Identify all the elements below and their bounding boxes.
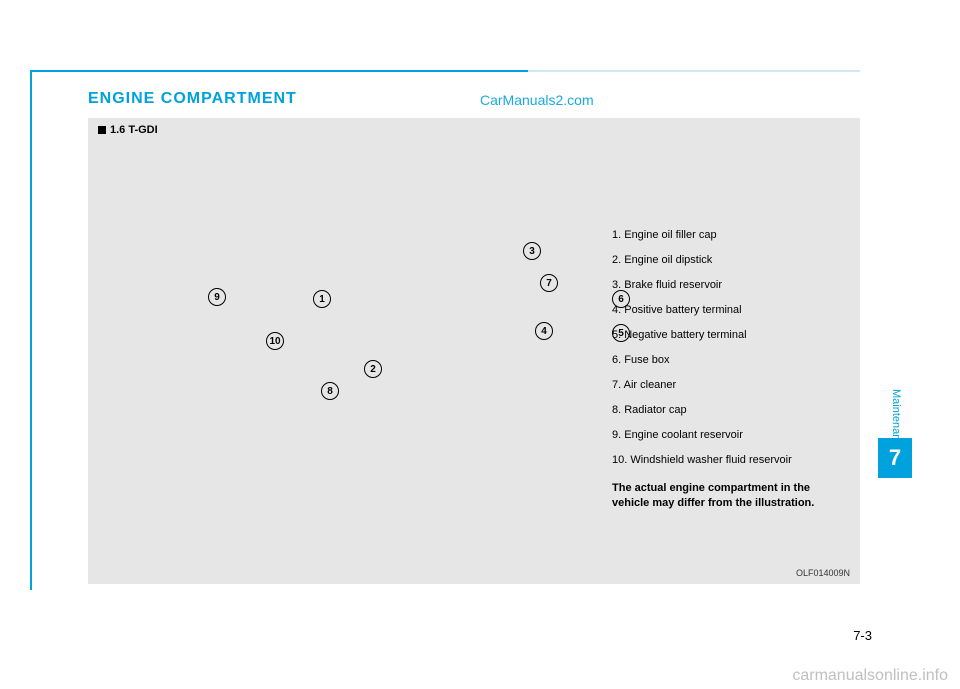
callout-marker: 7 bbox=[540, 274, 558, 292]
callout-marker: 10 bbox=[266, 332, 284, 350]
callout-marker: 8 bbox=[321, 382, 339, 400]
engine-variant-text: 1.6 T-GDI bbox=[110, 124, 158, 136]
page-number: 7-3 bbox=[853, 628, 872, 643]
legend-item: 2. Engine oil dipstick bbox=[612, 249, 842, 271]
callout-marker: 9 bbox=[208, 288, 226, 306]
legend-item: 3. Brake fluid reservoir bbox=[612, 274, 842, 296]
section-title: ENGINE COMPARTMENT bbox=[88, 90, 297, 108]
engine-variant-label: 1.6 T-GDI bbox=[98, 124, 158, 136]
legend-item: 5. Negative battery terminal bbox=[612, 324, 842, 346]
left-rule bbox=[30, 70, 32, 590]
header-rule bbox=[30, 70, 860, 72]
legend-note: The actual engine compartment in the veh… bbox=[612, 481, 842, 512]
legend-item: 4. Positive battery terminal bbox=[612, 299, 842, 321]
legend: 1. Engine oil filler cap 2. Engine oil d… bbox=[612, 224, 842, 515]
engine-figure: 1.6 T-GDI 12345678910 1. Engine oil fill… bbox=[88, 118, 860, 584]
legend-item: 10. Windshield washer fluid reservoir bbox=[612, 449, 842, 471]
legend-item: 8. Radiator cap bbox=[612, 399, 842, 421]
callout-marker: 3 bbox=[523, 242, 541, 260]
figure-code: OLF014009N bbox=[796, 568, 850, 578]
callout-marker: 4 bbox=[535, 322, 553, 340]
legend-item: 6. Fuse box bbox=[612, 349, 842, 371]
callout-marker: 2 bbox=[364, 360, 382, 378]
chapter-number: 7 bbox=[878, 438, 912, 478]
legend-item: 1. Engine oil filler cap bbox=[612, 224, 842, 246]
legend-item: 9. Engine coolant reservoir bbox=[612, 424, 842, 446]
legend-item: 7. Air cleaner bbox=[612, 374, 842, 396]
bullet-square-icon bbox=[98, 126, 106, 134]
watermark-bottom: carmanualsonline.info bbox=[792, 667, 948, 685]
callout-marker: 1 bbox=[313, 290, 331, 308]
watermark-top: CarManuals2.com bbox=[480, 92, 594, 108]
